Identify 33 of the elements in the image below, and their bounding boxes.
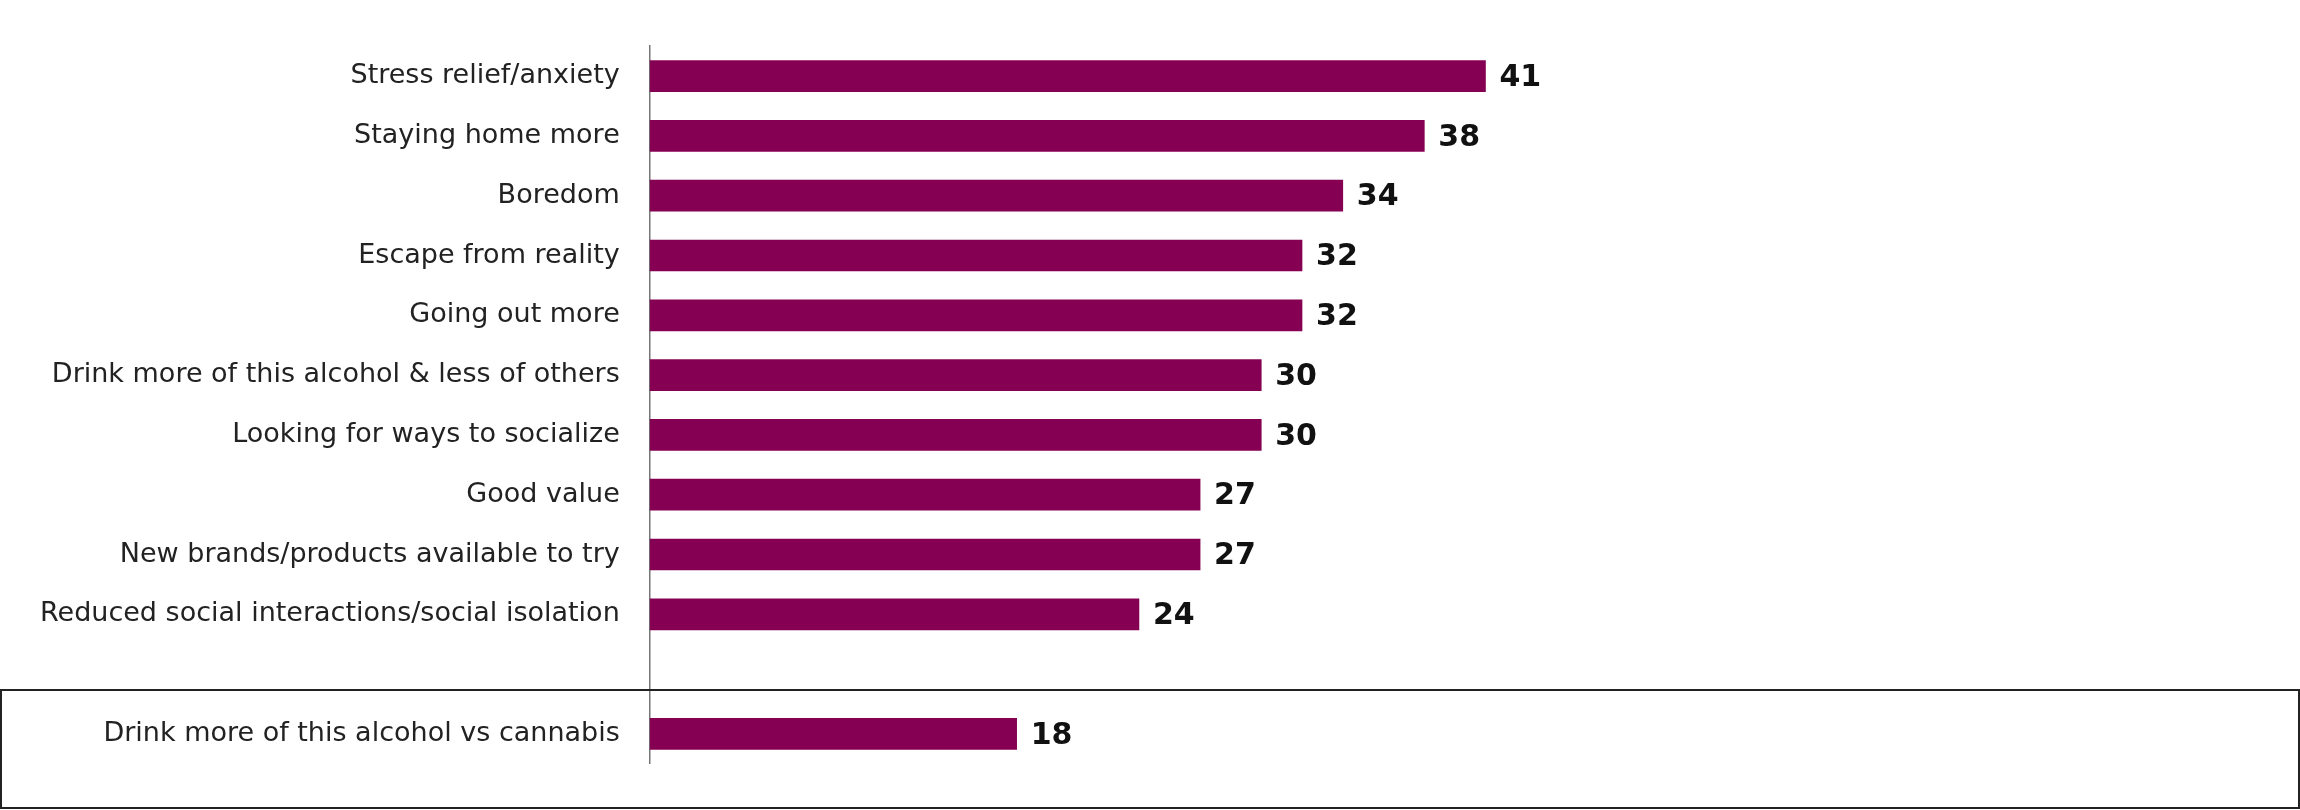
data-label: 30 — [1275, 356, 1317, 392]
data-label: 24 — [1152, 596, 1195, 632]
bar — [649, 478, 1201, 511]
bar — [649, 718, 1017, 750]
y-tick-label: New brands/products available to try — [119, 536, 620, 568]
y-tick-label: Drink more of this alcohol vs cannabis — [103, 715, 620, 747]
y-tick-label: Stress relief/anxiety — [350, 58, 620, 90]
data-label: 34 — [1356, 177, 1399, 213]
bar — [649, 299, 1303, 332]
y-tick-label: Staying home more — [354, 117, 620, 149]
bar — [649, 359, 1262, 391]
bar — [649, 179, 1344, 212]
data-label: 38 — [1438, 117, 1481, 153]
bar — [649, 538, 1201, 571]
data-label: 18 — [1030, 715, 1073, 751]
data-label: 30 — [1275, 416, 1317, 452]
y-tick-label: Drink more of this alcohol & less of others — [51, 357, 620, 389]
bar — [649, 598, 1140, 631]
y-tick-label: Looking for ways to socialize — [232, 416, 620, 448]
bar — [649, 239, 1303, 272]
bar — [649, 120, 1425, 152]
y-tick-label: Boredom — [497, 177, 620, 209]
y-tick-label: Escape from reality — [358, 237, 620, 269]
y-tick-label: Reduced social interactions/social isolation — [40, 596, 620, 628]
y-tick-label: Good value — [466, 476, 620, 508]
data-label: 32 — [1316, 297, 1358, 333]
y-tick-label: Going out more — [409, 297, 620, 329]
data-label: 32 — [1316, 237, 1358, 273]
bar — [649, 419, 1262, 451]
data-label: 27 — [1214, 476, 1256, 512]
data-label: 41 — [1499, 57, 1542, 93]
data-label: 27 — [1214, 536, 1256, 572]
bar — [649, 60, 1486, 92]
